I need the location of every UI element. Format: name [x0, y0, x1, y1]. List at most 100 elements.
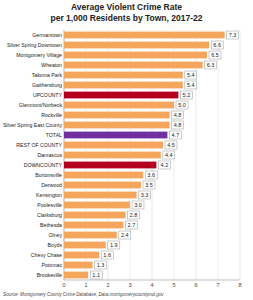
- category-label: Gaithersburg: [32, 82, 62, 88]
- subtitle: per 1,000 Residents by Town, 2017-22: [51, 13, 203, 23]
- bar: [64, 272, 88, 279]
- category-label: TOTAL: [46, 132, 62, 138]
- bar: [64, 242, 106, 249]
- data-label-box: [128, 211, 140, 219]
- tick-label: 0: [62, 282, 65, 288]
- data-label-box: [90, 271, 102, 279]
- category-label: Potomac: [42, 262, 63, 268]
- bar: [64, 52, 207, 59]
- data-label: 4.7: [172, 132, 180, 138]
- category-label: DOWNCOUNTY: [24, 162, 63, 168]
- tick-label: 3: [128, 282, 131, 288]
- data-label-box: [169, 131, 181, 139]
- bar: [64, 32, 225, 39]
- data-label-box: [176, 101, 188, 109]
- bar: [64, 132, 167, 139]
- data-label-box: [101, 251, 113, 259]
- bar: [64, 202, 130, 209]
- category-label: Montgomery Village: [16, 52, 62, 58]
- chart: Average Violent Crime Rateper 1,000 Resi…: [0, 0, 253, 300]
- data-label: 3.5: [145, 182, 153, 188]
- grid-line: [240, 30, 241, 280]
- category-label: Boyds: [48, 242, 63, 248]
- bar: [64, 152, 161, 159]
- bar: [64, 192, 137, 199]
- data-label-box: [108, 241, 120, 249]
- data-label-box: [205, 61, 217, 69]
- data-label-box: [165, 141, 177, 149]
- category-label: Clarksburg: [37, 212, 62, 218]
- data-label-box: [145, 171, 157, 179]
- tick-label: 7: [216, 282, 219, 288]
- data-label: 3.6: [147, 172, 155, 178]
- category-label: Germantown: [32, 32, 62, 38]
- category-label: Rockville: [41, 112, 62, 118]
- bar: [64, 112, 170, 119]
- bar: [64, 262, 93, 269]
- bar: [64, 72, 183, 79]
- tick-label: 6: [194, 282, 197, 288]
- data-label: 5.4: [187, 82, 195, 88]
- bar: [64, 42, 209, 49]
- data-label: 6.5: [211, 52, 219, 58]
- data-label: 4.8: [174, 112, 182, 118]
- data-label-box: [180, 91, 192, 99]
- category-label: Glenmont/Norbeck: [19, 102, 63, 108]
- data-label: 1.3: [97, 262, 105, 268]
- category-label: Chevy Chase: [31, 252, 62, 258]
- source: Source: Montgomery County Crime Database…: [3, 292, 164, 297]
- bars: [64, 32, 225, 279]
- category-label: REST OF COUNTY: [16, 142, 62, 148]
- bar: [64, 82, 183, 89]
- category-label: Wheaton: [41, 62, 62, 68]
- bar: [64, 252, 99, 259]
- category-label: Poolesville: [37, 202, 62, 208]
- category-label: Silver Spring Downtown: [7, 42, 62, 48]
- data-label: 1.6: [103, 252, 111, 258]
- bar: [64, 102, 174, 109]
- data-label: 2.7: [128, 222, 136, 228]
- category-label: UPCOUNTY: [33, 92, 63, 98]
- category-label: Brookeville: [37, 272, 62, 278]
- data-label: 1.1: [92, 272, 100, 278]
- bar: [64, 232, 117, 239]
- data-label: 4.4: [165, 152, 173, 158]
- bar: [64, 62, 203, 69]
- data-label-box: [172, 111, 184, 119]
- grid-line: [218, 30, 219, 280]
- data-label-box: [209, 51, 221, 59]
- data-label-box: [143, 181, 155, 189]
- data-label-box: [125, 221, 137, 229]
- bar: [64, 142, 163, 149]
- data-label-box: [139, 191, 151, 199]
- data-label: 4.8: [174, 122, 182, 128]
- bar: [64, 222, 123, 229]
- data-label: 1.9: [110, 242, 118, 248]
- data-label: 7.3: [229, 32, 237, 38]
- data-label: 6.3: [207, 62, 215, 68]
- data-label-box: [163, 151, 175, 159]
- data-label-box: [132, 201, 144, 209]
- title: Average Violent Crime Rate: [71, 2, 182, 12]
- data-label-box: [227, 31, 239, 39]
- data-label-box: [211, 41, 223, 49]
- tick-label: 2: [106, 282, 109, 288]
- data-label: 2.4: [121, 232, 129, 238]
- tick-label: 4: [150, 282, 153, 288]
- data-label-box: [185, 81, 197, 89]
- category-label: Kensington: [36, 192, 62, 198]
- category-label: Damascus: [37, 152, 62, 158]
- tick-label: 8: [238, 282, 241, 288]
- category-label: Silver Spring East County: [3, 122, 63, 128]
- data-label: 2.8: [130, 212, 138, 218]
- tick-label: 5: [172, 282, 175, 288]
- data-label-box: [95, 261, 107, 269]
- data-label-box: [158, 161, 170, 169]
- data-label: 5.0: [178, 102, 186, 108]
- data-label-box: [172, 121, 184, 129]
- tick-label: 1: [84, 282, 87, 288]
- bar: [64, 212, 126, 219]
- category-label: Derwood: [41, 182, 62, 188]
- category-label: Olney: [48, 232, 62, 238]
- data-label: 5.4: [187, 72, 195, 78]
